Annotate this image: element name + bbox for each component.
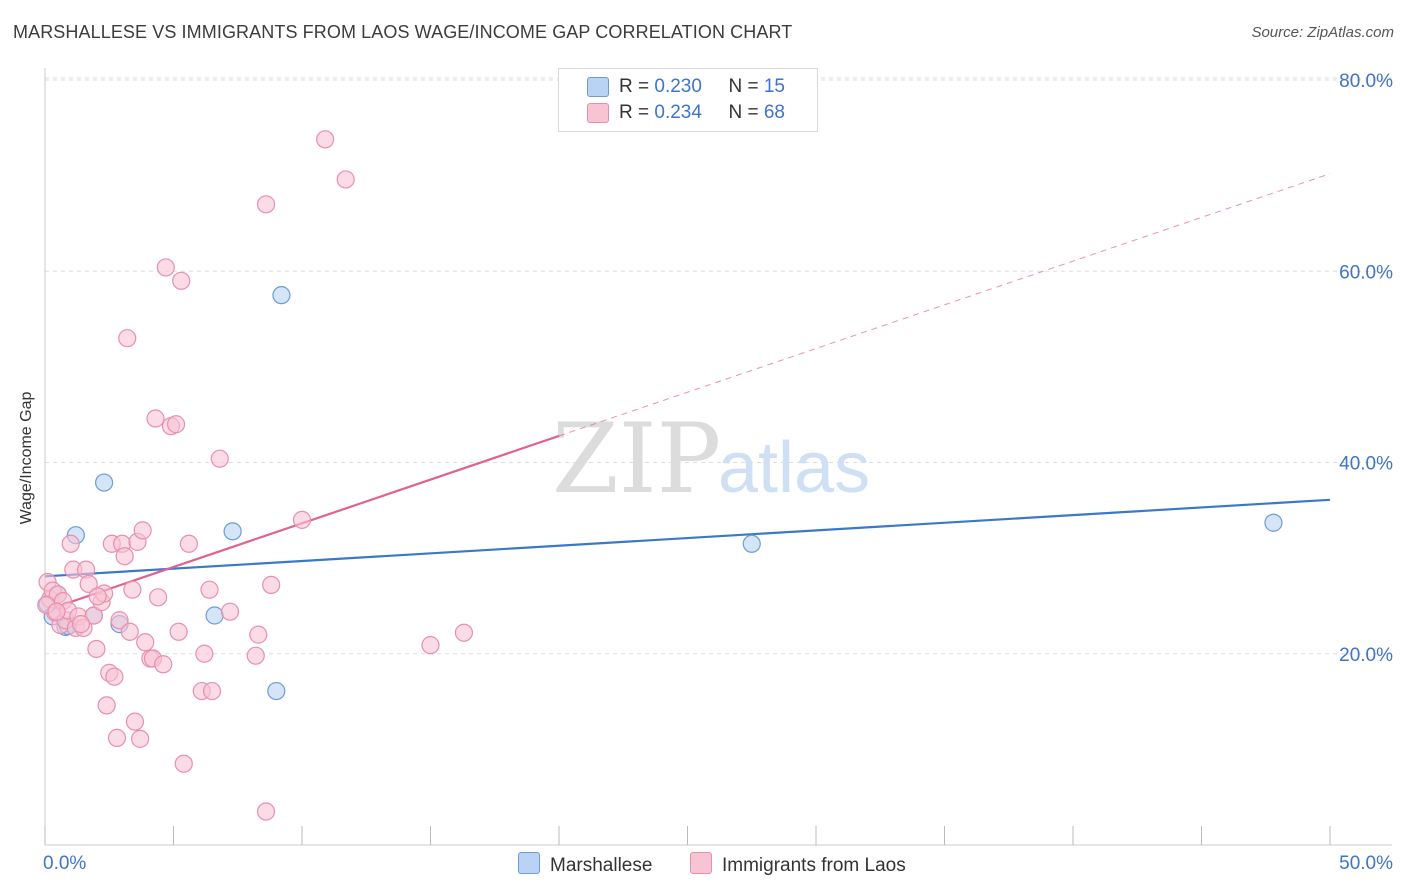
point-laos: [316, 130, 335, 149]
data-points: [37, 130, 1283, 821]
point-laos: [136, 633, 155, 652]
legend-swatch-blue: [587, 77, 609, 97]
trend-extension-laos: [558, 173, 1331, 437]
point-laos: [292, 510, 312, 529]
axes: [44, 68, 1392, 846]
bottom-legend-swatch-pink: [690, 852, 712, 874]
point-laos: [125, 712, 145, 731]
tick-labels: 20.0% 40.0% 60.0% 80.0% 0.0% 50.0%: [43, 71, 1393, 874]
point-laos: [179, 534, 199, 553]
y-tick-label: 80.0%: [1339, 71, 1393, 92]
bottom-legend-label: Immigrants from Laos: [722, 855, 906, 876]
point-laos: [71, 615, 91, 634]
point-marshallese: [742, 534, 761, 553]
point-laos: [61, 534, 80, 553]
point-laos: [454, 623, 474, 642]
point-laos: [262, 575, 281, 595]
point-laos: [146, 409, 165, 428]
legend-r-value: 0.234: [654, 102, 702, 123]
point-laos: [115, 547, 134, 566]
point-laos: [120, 622, 139, 641]
trend-line-marshallese: [44, 498, 1331, 578]
point-laos: [200, 580, 219, 599]
point-laos: [105, 667, 124, 686]
bottom-legend-label: Marshallese: [550, 855, 653, 876]
point-laos: [210, 449, 229, 468]
chart-title: MARSHALLESE VS IMMIGRANTS FROM LAOS WAGE…: [13, 22, 793, 42]
legend-swatch-pink: [587, 103, 609, 123]
source-label: Source: ZipAtlas.com: [1251, 24, 1394, 41]
y-tick-label: 60.0%: [1339, 262, 1393, 283]
y-tick-label: 20.0%: [1339, 645, 1393, 666]
point-laos: [79, 574, 98, 594]
point-laos: [148, 588, 168, 607]
point-laos: [336, 170, 355, 189]
bottom-legend-swatch-blue: [518, 852, 540, 874]
point-laos: [249, 625, 268, 644]
trend-lines: [44, 173, 1331, 612]
point-laos: [220, 602, 240, 621]
point-laos: [195, 644, 214, 663]
point-marshallese: [272, 286, 291, 305]
bottom-legend-laos: Immigrants from Laos: [690, 852, 906, 877]
point-laos: [123, 580, 142, 599]
grid-lines: [45, 77, 1392, 655]
x-tick-label-min: 0.0%: [43, 853, 86, 874]
point-marshallese: [267, 681, 286, 701]
point-laos: [97, 696, 116, 715]
legend-n-label: N =: [728, 76, 764, 97]
point-laos: [172, 271, 191, 290]
point-laos: [87, 639, 106, 659]
point-laos: [88, 587, 107, 606]
y-tick-label: 40.0%: [1339, 454, 1393, 475]
bottom-legend-marshallese: Marshallese: [518, 852, 652, 877]
point-marshallese: [223, 522, 242, 541]
point-laos: [246, 646, 265, 665]
point-laos: [174, 754, 193, 773]
legend-r-label: R =: [619, 76, 655, 97]
point-laos: [107, 728, 127, 748]
legend-n-value: 15: [763, 76, 785, 97]
point-laos: [118, 329, 137, 348]
x-tick-label-max: 50.0%: [1339, 853, 1393, 874]
watermark-zip: ZIP: [552, 403, 721, 515]
point-laos: [110, 611, 129, 630]
point-marshallese: [95, 473, 114, 492]
legend-n-value: 68: [763, 102, 785, 123]
point-laos: [256, 195, 276, 214]
legend-n-label: N =: [728, 102, 764, 123]
watermark-atlas: atlas: [718, 428, 870, 508]
point-laos: [156, 258, 175, 277]
legend-r-value: 0.230: [654, 76, 702, 97]
point-laos: [133, 521, 152, 540]
point-marshallese: [1264, 513, 1283, 532]
point-laos: [84, 606, 103, 625]
legend-r-label: R =: [619, 102, 655, 123]
watermark: ZIP atlas: [552, 403, 870, 515]
point-laos: [202, 681, 222, 701]
point-laos: [154, 655, 173, 674]
point-laos: [421, 636, 440, 655]
point-marshallese: [205, 606, 224, 625]
point-laos: [256, 802, 276, 821]
legend: R = 0.230 N = 15 R = 0.234 N = 68: [558, 68, 818, 132]
point-laos: [169, 622, 188, 641]
point-laos: [130, 729, 150, 748]
point-laos: [166, 415, 186, 434]
point-laos: [47, 602, 66, 621]
